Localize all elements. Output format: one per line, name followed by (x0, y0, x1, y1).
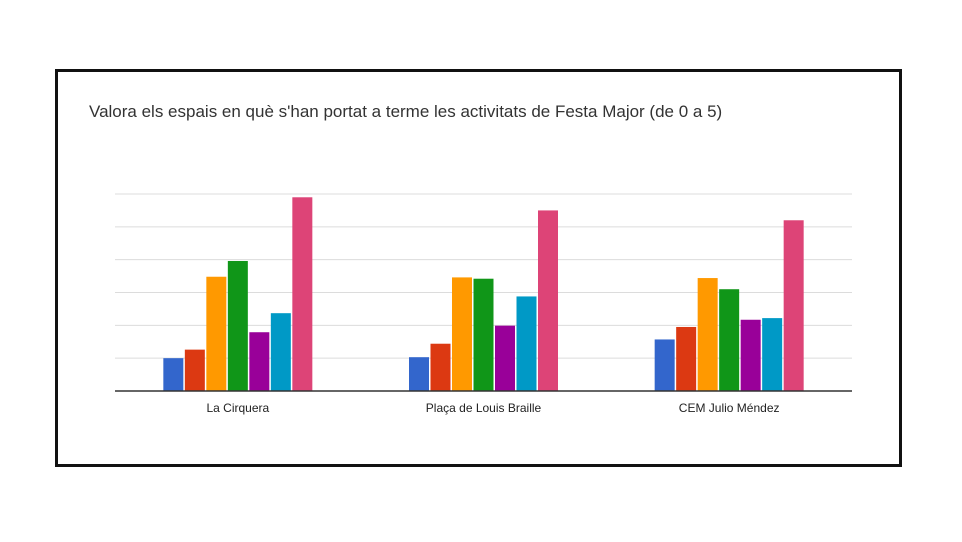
bars (163, 197, 804, 391)
bar (292, 197, 313, 391)
chart-title: Valora els espais en què s'han portat a … (89, 102, 723, 121)
bar (495, 325, 515, 391)
bar (697, 278, 718, 391)
bar (676, 326, 697, 391)
bar (654, 339, 675, 391)
bar (473, 278, 494, 391)
bar (740, 319, 761, 391)
bar (270, 313, 291, 391)
bar (452, 277, 472, 391)
bar (163, 358, 184, 391)
bar (538, 210, 558, 391)
bar (783, 220, 804, 391)
bar (184, 349, 205, 391)
x-tick-label: CEM Julio Méndez (679, 401, 780, 415)
bar (762, 318, 783, 391)
category-labels: La Cirquera Plaça de Louis Braille CEM Jul… (206, 401, 779, 415)
bar (249, 332, 270, 391)
x-tick-label: La Cirquera (206, 401, 269, 415)
bar (227, 260, 248, 391)
bar (430, 343, 451, 391)
bar-chart: La Cirquera Plaça de Louis Braille CEM Jul… (115, 193, 852, 415)
bar (516, 296, 537, 391)
bar (409, 357, 429, 391)
chart-frame: Valora els espais en què s'han portat a … (55, 69, 902, 467)
bar (719, 289, 740, 391)
x-tick-label: Plaça de Louis Braille (426, 401, 542, 415)
bar (206, 276, 227, 391)
